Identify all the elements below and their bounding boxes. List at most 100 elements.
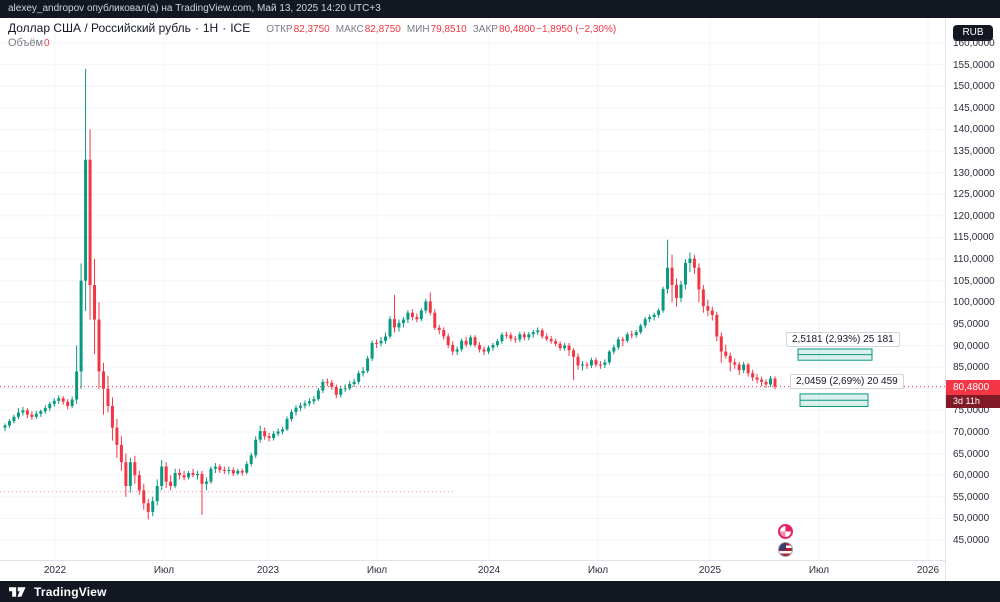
time-tick-label: 2025 [698, 565, 722, 576]
candle [79, 263, 83, 389]
candle [621, 336, 625, 347]
chart-legend: Доллар США / Российский рубль · 1H · ICE… [8, 21, 616, 49]
price-axis[interactable]: RUB 80,4800 3d 11h 160,0000 155,0000 150,0… [945, 18, 1000, 581]
candle [213, 463, 217, 474]
exchange-label: ICE [230, 21, 251, 35]
bar-countdown-badge: 3d 11h [946, 394, 1000, 408]
tradingview-logo-icon[interactable] [9, 585, 28, 599]
currency-badge: RUB [953, 25, 993, 41]
candle [455, 346, 459, 356]
candle [410, 309, 414, 321]
chart-region: Доллар США / Российский рубль · 1H · ICE… [0, 18, 1000, 581]
candle [34, 411, 38, 419]
candle [692, 254, 696, 274]
candle [509, 332, 513, 342]
candle [16, 408, 20, 419]
candle [652, 312, 656, 321]
brand-name[interactable]: TradingView [34, 584, 107, 599]
candle [330, 380, 334, 390]
candle [648, 314, 652, 323]
candle [3, 423, 7, 432]
brand-bar: TradingView [0, 581, 1000, 602]
change-value: −1,8950 (−2,30%) [536, 24, 617, 35]
price-tick-label: 90,0000 [953, 340, 990, 352]
price-tick-label: 120,0000 [953, 210, 995, 222]
candle [379, 336, 383, 347]
candle [522, 331, 526, 341]
candle [424, 298, 428, 314]
candle [760, 376, 764, 387]
candle [119, 436, 123, 471]
candle [715, 311, 719, 342]
separator-dot: · [222, 21, 227, 35]
candle [572, 348, 576, 381]
symbol-title: Доллар США / Российский рубль [8, 21, 191, 35]
candle [701, 285, 705, 313]
candle [142, 483, 146, 510]
candle [473, 335, 477, 348]
price-tick-label: 110,0000 [953, 254, 994, 266]
price-tick-label: 100,0000 [953, 297, 995, 309]
candle [39, 409, 43, 417]
candle [128, 457, 132, 493]
candle [419, 308, 423, 322]
candle [25, 408, 29, 419]
candle [200, 470, 204, 515]
candle [357, 370, 361, 385]
candle [737, 361, 741, 375]
candle [545, 333, 549, 342]
candle [227, 466, 231, 475]
sticker-icon-1[interactable] [778, 524, 793, 539]
time-tick-label: Июл [587, 565, 609, 576]
time-tick-label: 2024 [477, 565, 501, 576]
candle [88, 129, 92, 320]
candle [594, 357, 598, 368]
candle [581, 361, 584, 371]
time-axis[interactable]: 2022 Июл 2023 Июл 2024 Июл 2025 Июл 2026 [0, 560, 945, 581]
open-value: 82,3750 [293, 24, 330, 35]
candle [272, 431, 276, 441]
candle [93, 259, 97, 355]
candle [643, 316, 647, 329]
candle [48, 401, 52, 412]
candle [406, 310, 410, 324]
candle [388, 316, 392, 339]
candle [254, 436, 258, 458]
candle [325, 378, 329, 387]
candle [657, 308, 661, 318]
candle [724, 344, 728, 359]
candle [21, 406, 25, 416]
sticker-icon-2[interactable] [778, 542, 793, 557]
candle [258, 425, 262, 443]
candle [751, 369, 755, 381]
candle [366, 355, 370, 374]
price-tick-label: 45,0000 [953, 535, 990, 546]
candle [567, 342, 571, 356]
candlestick-chart[interactable] [0, 18, 945, 560]
candle [115, 418, 119, 458]
candle [612, 344, 616, 355]
high-value: 82,8750 [364, 24, 401, 35]
candle [222, 466, 226, 474]
candle [303, 400, 307, 409]
candle [236, 468, 240, 476]
candle [710, 306, 714, 321]
candle [70, 396, 74, 409]
candle [773, 376, 777, 390]
time-tick-label: Июл [808, 565, 830, 576]
candle [401, 316, 405, 328]
candle [84, 68, 88, 311]
candle [415, 313, 419, 323]
candle [527, 332, 531, 341]
price-tick-label: 95,0000 [953, 318, 990, 330]
candle [191, 468, 195, 478]
candle [585, 361, 589, 369]
high-label: МАКС [335, 24, 364, 35]
candle [451, 341, 455, 356]
candle [728, 352, 732, 372]
candle [146, 498, 150, 520]
candle [639, 323, 643, 335]
ohlc-readout: ОТКР 82,3750 МАКС 82,8750 МИН 79,8510 ЗА… [260, 24, 616, 35]
candle [554, 338, 558, 347]
price-tick-label: 160,0000 [953, 38, 995, 49]
